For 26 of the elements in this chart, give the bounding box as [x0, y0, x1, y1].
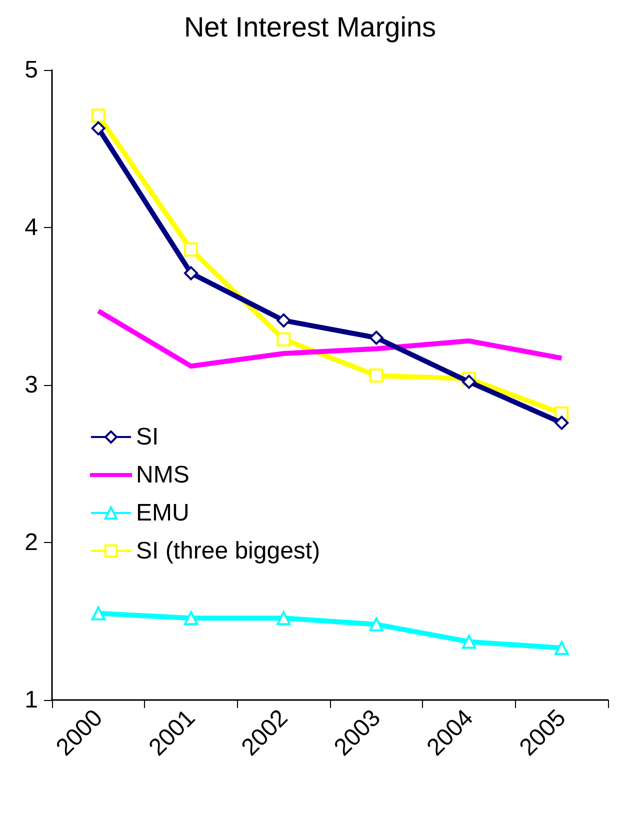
legend-label: NMS: [136, 462, 190, 488]
point: [184, 242, 198, 257]
point: [91, 121, 106, 136]
point: [369, 617, 384, 632]
y-tick-label: 2: [24, 529, 38, 556]
y-tick-label: 5: [24, 56, 38, 84]
point: [554, 416, 569, 430]
chart-title: Net Interest Margins: [184, 12, 436, 42]
point: [91, 108, 106, 123]
legend-label: SI: [136, 424, 159, 450]
point: [369, 330, 384, 345]
point: [462, 374, 476, 389]
point: [554, 641, 569, 656]
point: [276, 611, 291, 626]
point: [369, 368, 384, 383]
y-tick-label: 4: [24, 214, 38, 241]
point: [91, 606, 106, 620]
legend-label: EMU: [136, 500, 190, 526]
legend-label: SI (three biggest): [136, 538, 320, 564]
point: [184, 266, 198, 280]
y-tick-label: 1: [24, 686, 38, 714]
point: [184, 611, 198, 626]
point: [276, 313, 291, 328]
point: [462, 634, 476, 649]
y-tick-label: 3: [24, 372, 38, 398]
point: [276, 332, 291, 346]
